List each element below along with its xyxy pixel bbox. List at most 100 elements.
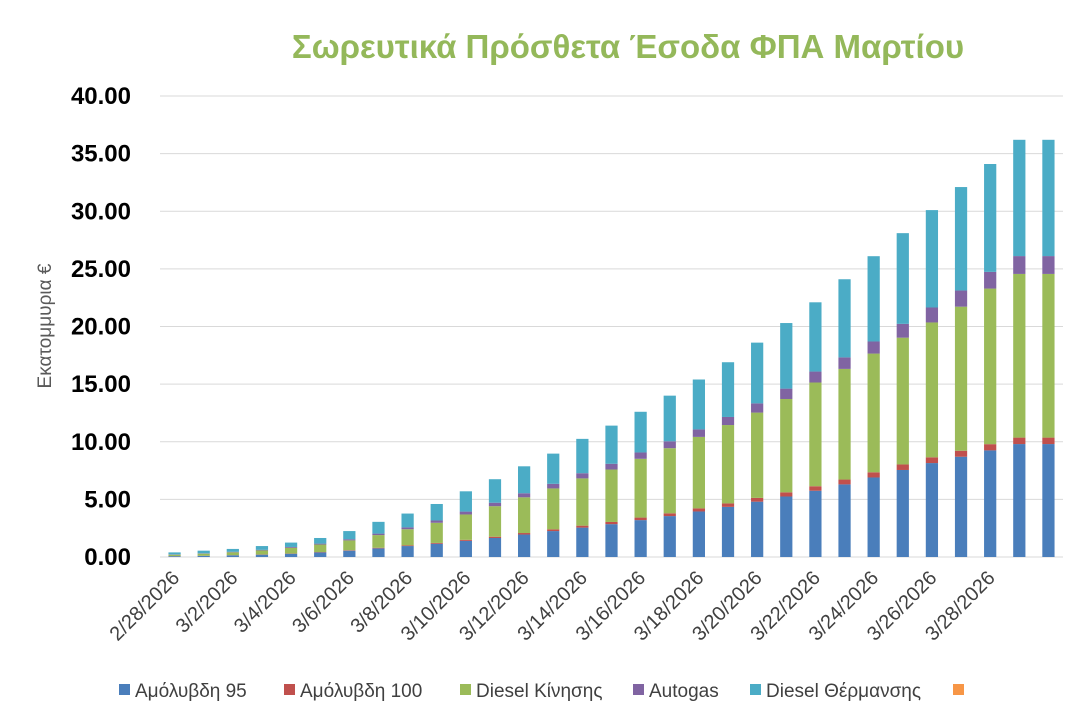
legend-swatch	[119, 684, 130, 695]
bar-segment-series-1	[1013, 444, 1026, 557]
bar-segment-series-4	[751, 403, 764, 413]
legend-swatch	[284, 684, 295, 695]
bar-segment-series-5	[780, 323, 793, 389]
bar-segment-series-4	[896, 323, 909, 338]
bar-segment-series-1	[430, 543, 443, 557]
bar-segment-series-1	[751, 501, 764, 557]
bar-segment-series-4	[459, 511, 472, 515]
bar-segment-series-2	[780, 492, 793, 497]
bar-segment-series-1	[168, 556, 181, 557]
y-axis-ticks: 0.00 5.00 10.00 15.00 20.00 25.00 30.00 35.00 40…	[71, 83, 131, 571]
bar-segment-series-4	[780, 388, 793, 399]
y-tick-label: 15.00	[71, 371, 131, 398]
bar-segment-series-2	[372, 547, 385, 549]
bar-segment-series-3	[954, 306, 968, 451]
bar-segment-series-3	[838, 368, 851, 480]
bar-segment-series-5	[459, 491, 472, 512]
bar-segment-series-3	[255, 550, 269, 555]
bar-segment-series-2	[634, 517, 647, 521]
legend-label: Αμόλυβδη 95	[135, 681, 247, 702]
bar-segment-series-2	[867, 472, 880, 478]
bar-segment-series-1	[488, 537, 502, 557]
bar-segment-series-5	[692, 379, 705, 430]
bar-segment-series-1	[314, 552, 327, 557]
bar-segment-series-1	[925, 463, 939, 557]
bar-segment-series-5	[430, 503, 443, 521]
bar-segment-series-1	[343, 550, 356, 557]
bar-segment-series-3	[226, 552, 239, 556]
legend-label: Diesel Θέρμανσης	[766, 681, 921, 702]
bar-segment-series-1	[547, 531, 560, 557]
y-tick-label: 20.00	[71, 314, 131, 341]
bar-segment-series-5	[838, 279, 851, 358]
x-tick-label: 2/28/2026	[106, 567, 184, 645]
bar-segment-series-5	[343, 531, 356, 540]
bar-segment-series-5	[867, 256, 880, 342]
x-tick-label: 3/4/2026	[230, 567, 301, 638]
bar-segment-series-5	[809, 302, 822, 372]
bar-segment-series-2	[954, 450, 968, 457]
bar-segment-series-5	[168, 552, 181, 555]
x-tick-label: 3/6/2026	[288, 567, 359, 638]
bar-segment-series-3	[343, 540, 356, 551]
legend-swatch	[953, 684, 964, 695]
bar-segment-series-5	[255, 546, 269, 550]
bar-segment-series-4	[518, 493, 531, 498]
bar-segment-series-3	[576, 478, 589, 526]
bar-segment-series-3	[867, 353, 880, 473]
bar-segment-series-1	[197, 555, 210, 557]
bar-segment-series-4	[634, 452, 647, 459]
bar-segment-series-4	[255, 549, 269, 551]
bar-segment-series-1	[838, 484, 851, 557]
legend-swatch	[460, 684, 471, 695]
bar-segment-series-5	[576, 438, 589, 474]
bar-segment-series-3	[780, 398, 793, 493]
bar-segment-series-1	[634, 520, 647, 557]
y-tick-label: 35.00	[71, 141, 131, 168]
bar-segment-series-5	[634, 411, 647, 453]
bar-segment-series-2	[984, 444, 997, 451]
bar-segment-series-4	[401, 527, 414, 530]
bar-segment-series-3	[314, 544, 327, 553]
y-tick-label: 5.00	[84, 486, 131, 513]
bar-segment-series-5	[721, 362, 735, 417]
bar-segment-series-5	[197, 550, 210, 554]
bar-segment-series-2	[692, 508, 705, 512]
bar-segment-series-5	[925, 210, 939, 308]
bar-segment-series-4	[314, 543, 327, 545]
bar-segment-series-1	[867, 477, 880, 557]
bar-segment-series-4	[663, 441, 676, 449]
bar-segment-series-4	[605, 463, 618, 470]
bar-segment-series-2	[721, 503, 735, 507]
y-tick-label: 40.00	[71, 83, 131, 110]
bar-segment-series-4	[867, 341, 880, 354]
x-axis-ticks: 2/28/20263/2/20263/4/20263/6/20263/8/202…	[106, 567, 1000, 645]
bar-segment-series-4	[372, 533, 385, 536]
bar-segment-series-2	[488, 536, 502, 538]
bar-segment-series-4	[430, 520, 443, 523]
bar-segment-series-3	[197, 553, 210, 556]
bar-segment-series-3	[721, 425, 735, 504]
bar-segment-series-2	[751, 497, 764, 502]
y-tick-label: 0.00	[84, 544, 131, 571]
bar-segment-series-2	[430, 542, 443, 544]
bar-segment-series-3	[634, 458, 647, 518]
bar-segment-series-3	[1042, 273, 1055, 438]
bar-segment-series-5	[226, 548, 239, 552]
bar-segment-series-1	[284, 553, 298, 557]
bar-segment-series-3	[547, 488, 560, 530]
bar-segment-series-3	[518, 497, 531, 534]
bar-segment-series-1	[1042, 444, 1055, 557]
bar-segment-series-4	[576, 473, 589, 479]
bar-segment-series-2	[1042, 437, 1055, 445]
bar-segment-series-4	[1042, 256, 1055, 274]
bar-segment-series-2	[925, 457, 939, 464]
bar-segment-series-4	[488, 502, 502, 507]
y-axis-label: Εκατομμυρια €	[35, 263, 56, 388]
bar-segment-series-5	[896, 233, 909, 324]
bar-segment-series-5	[984, 164, 997, 272]
y-tick-label: 25.00	[71, 256, 131, 283]
bar-segment-series-3	[168, 554, 181, 557]
bar-segment-series-3	[401, 529, 414, 546]
